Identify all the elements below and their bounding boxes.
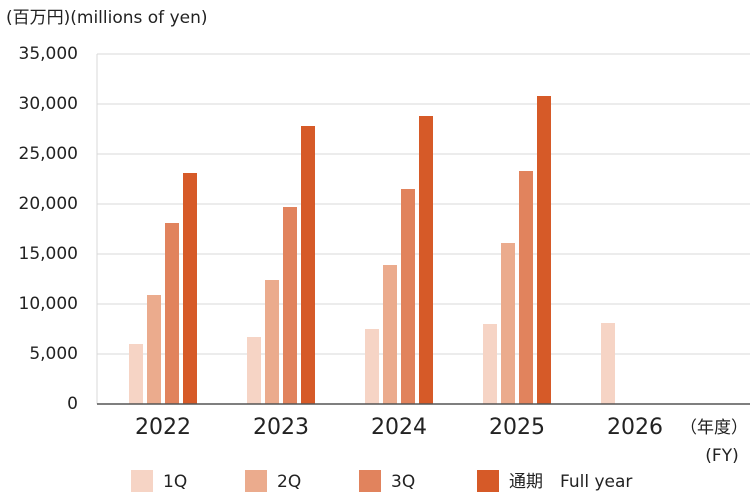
bar [247,337,261,404]
x-tick-label: 2023 [253,415,309,440]
legend-label: 2Q [277,472,301,492]
x-axis-label: （年度） [680,418,748,438]
legend-label: 通期 Full year [509,472,632,492]
bar [401,189,415,404]
y-tick-label: 20,000 [19,194,78,214]
bar [301,126,315,404]
y-tick-label: 30,000 [19,94,78,114]
legend-label: 3Q [391,472,415,492]
y-tick-label: 0 [67,394,78,414]
bar [265,280,279,404]
bar [129,344,143,404]
bar [165,223,179,404]
bar [147,295,161,404]
x-tick-label: 2022 [135,415,191,440]
legend-swatch [245,470,267,492]
legend-label: 1Q [163,472,187,492]
bar [183,173,197,404]
legend-swatch [359,470,381,492]
y-tick-label: 35,000 [19,44,78,64]
x-tick-label: 2025 [489,415,545,440]
legend-swatch [131,470,153,492]
y-tick-label: 5,000 [29,344,78,364]
bar [283,207,297,404]
bar [383,265,397,404]
y-tick-label: 25,000 [19,144,78,164]
x-axis-label-en: (FY) [705,446,738,466]
x-tick-label: 2026 [607,415,663,440]
bar [365,329,379,404]
legend-swatch [477,470,499,492]
bar [419,116,433,404]
x-tick-label: 2024 [371,415,427,440]
y-axis-label: (百万円)(millions of yen) [6,8,208,28]
bar [537,96,551,404]
y-tick-label: 15,000 [19,244,78,264]
bar [483,324,497,404]
bar [601,323,615,404]
bar [501,243,515,404]
y-tick-label: 10,000 [19,294,78,314]
bar [519,171,533,404]
